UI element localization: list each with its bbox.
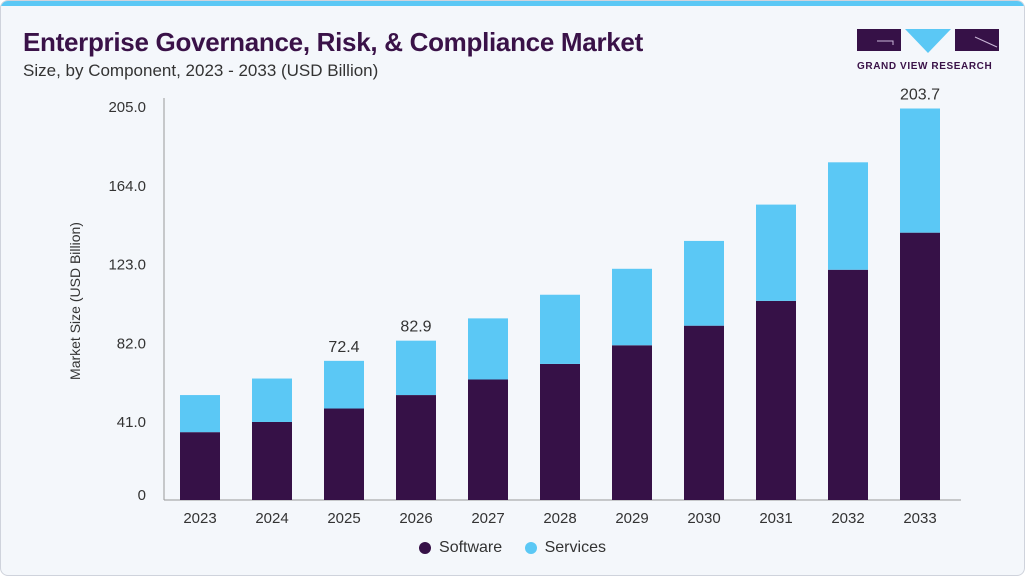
bar-services-2023: [180, 395, 220, 433]
chart-title: Enterprise Governance, Risk, & Complianc…: [23, 27, 643, 57]
legend-label: Services: [544, 539, 606, 556]
gvr-logo: [857, 29, 999, 53]
bar-software-2029: [612, 345, 652, 500]
bar-software-2027: [468, 379, 508, 500]
data-label: 203.7: [900, 86, 940, 103]
services-swatch: [524, 542, 537, 554]
bar-services-2032: [828, 162, 868, 270]
x-tick-label: 2033: [903, 510, 936, 527]
y-tick-label: 164.0: [108, 178, 146, 195]
bar-software-2023: [180, 432, 220, 500]
y-tick-label: 205.0: [108, 99, 146, 116]
x-tick-label: 2024: [255, 510, 288, 527]
y-tick-label: 41.0: [117, 414, 146, 431]
bar-services-2025: [324, 360, 364, 409]
software-swatch: [419, 542, 432, 554]
bar-software-2033: [900, 232, 940, 500]
y-tick-label: 82.0: [117, 335, 146, 352]
top-accent-bar: [1, 1, 1024, 6]
legend-item-software: Software: [419, 539, 502, 557]
bar-services-2031: [756, 204, 796, 301]
bar-software-2030: [684, 325, 724, 500]
x-tick-label: 2032: [831, 510, 864, 527]
bar-software-2025: [324, 408, 364, 500]
bar-services-2030: [684, 240, 724, 326]
bar-services-2026: [396, 340, 436, 396]
data-label: 72.4: [328, 339, 359, 356]
y-axis-label: Market Size (USD Billion): [67, 222, 83, 380]
bar-services-2027: [468, 318, 508, 380]
logo-text: GRAND VIEW RESEARCH: [857, 61, 993, 72]
bar-software-2032: [828, 269, 868, 500]
x-tick-label: 2030: [687, 510, 720, 527]
x-tick-label: 2027: [471, 510, 504, 527]
x-tick-label: 2029: [615, 510, 648, 527]
x-tick-label: 2028: [543, 510, 576, 527]
x-tick-label: 2025: [327, 510, 360, 527]
x-tick-label: 2023: [183, 510, 216, 527]
legend: Software Services: [1, 539, 1024, 559]
bar-services-2029: [612, 268, 652, 346]
x-tick-label: 2031: [759, 510, 792, 527]
bar-software-2031: [756, 300, 796, 500]
legend-label: Software: [439, 539, 503, 556]
bar-software-2028: [540, 363, 580, 500]
y-tick-label: 123.0: [108, 257, 146, 274]
bar-services-2028: [540, 294, 580, 364]
data-label: 82.9: [400, 319, 431, 336]
bar-services-2033: [900, 108, 940, 233]
chart-subtitle: Size, by Component, 2023 - 2033 (USD Bil…: [23, 61, 379, 80]
bar-services-2024: [252, 378, 292, 422]
legend-item-services: Services: [524, 539, 606, 557]
bar-software-2024: [252, 421, 292, 500]
x-tick-label: 2026: [399, 510, 432, 527]
bar-software-2026: [396, 395, 436, 500]
y-tick-label: 0: [138, 487, 146, 504]
